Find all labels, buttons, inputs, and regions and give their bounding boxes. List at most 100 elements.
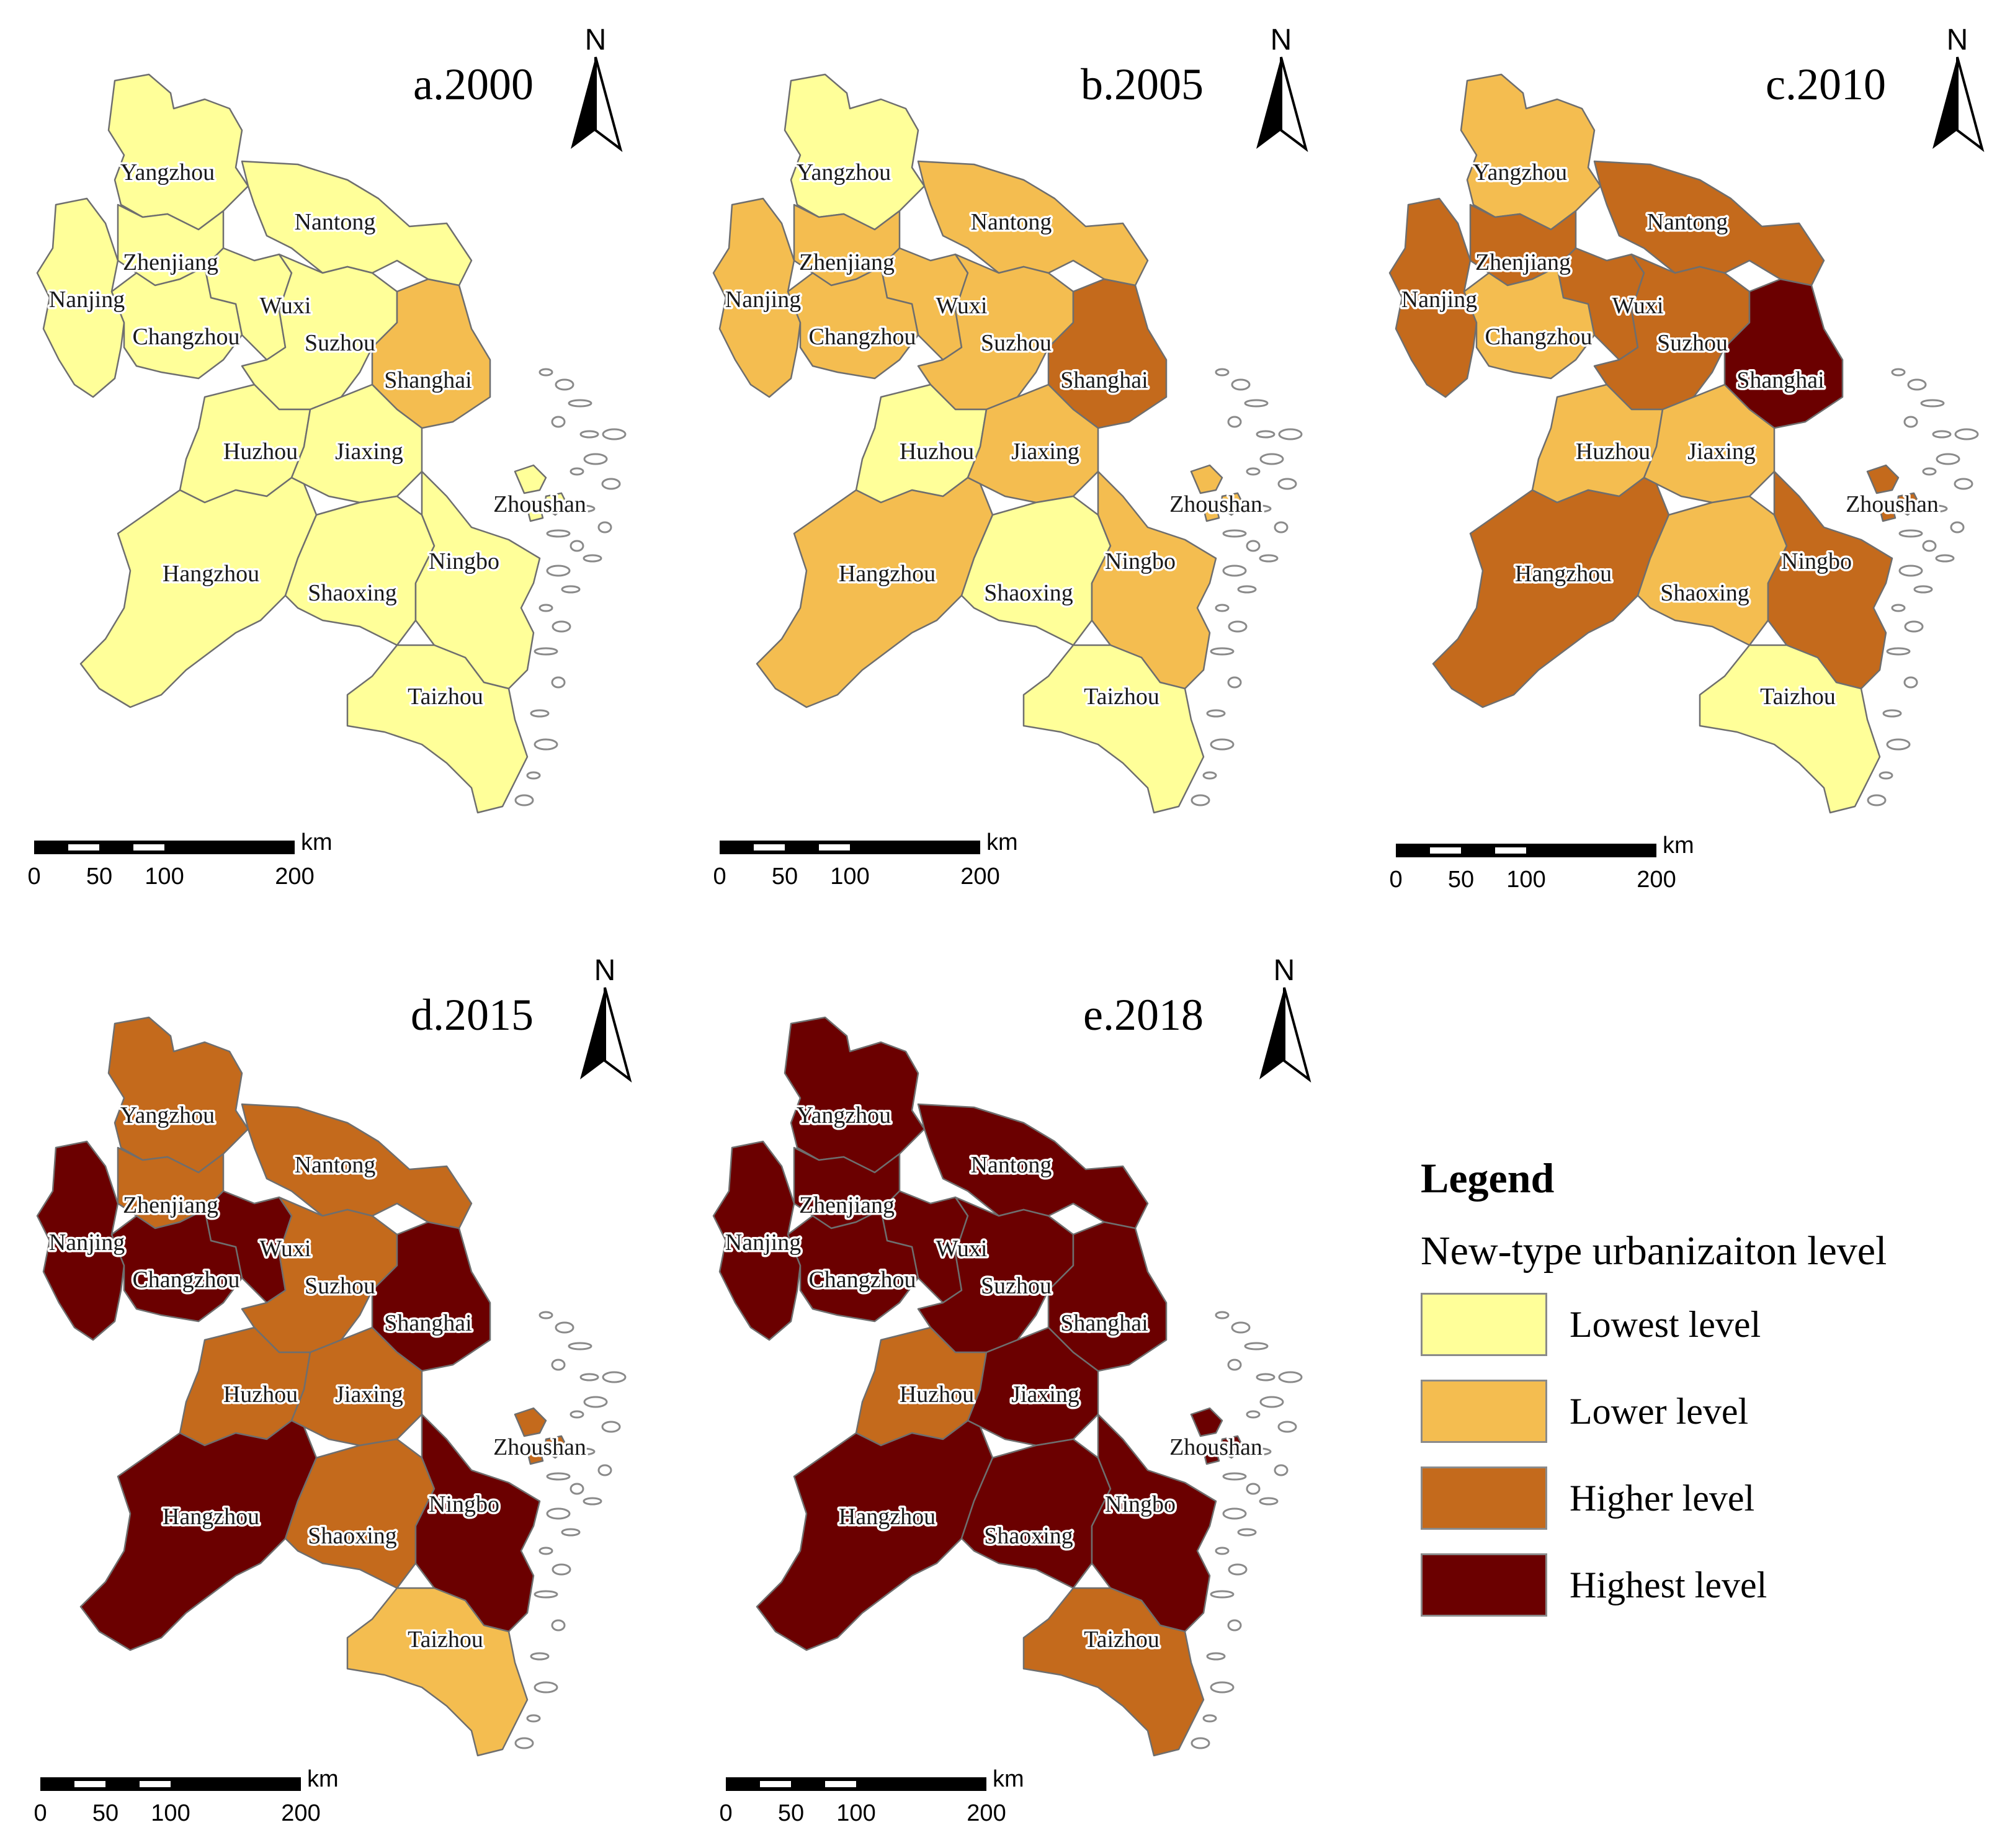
region-zhoushan [514, 1407, 569, 1465]
island [1210, 647, 1235, 656]
island [1231, 1321, 1251, 1334]
island [1237, 585, 1257, 594]
legend-item-higher: Higher level [1421, 1466, 1979, 1530]
city-label-huzhou: Huzhou [1576, 439, 1650, 465]
city-label-taizhou: Taizhou [1084, 684, 1159, 710]
north-label: N [1947, 24, 1968, 56]
island [583, 554, 602, 563]
island [1247, 1447, 1272, 1456]
region-yangzhou [1460, 73, 1602, 231]
island [530, 709, 550, 718]
city-label-yangzhou: Yangzhou [120, 159, 215, 185]
island [1278, 428, 1303, 440]
north-arrow-icon: N [1259, 954, 1311, 1083]
city-label-taizhou: Taizhou [408, 1627, 483, 1653]
north-arrow-left [580, 988, 605, 1079]
region-taizhou [1699, 644, 1881, 814]
island [1907, 378, 1927, 391]
island [1867, 794, 1887, 806]
scale-bar: km 0 50 100 200 [1389, 832, 1694, 893]
island [552, 1563, 571, 1576]
scale-tick-label: 200 [967, 1800, 1006, 1826]
region-nantong [241, 160, 473, 287]
north-arrow-right [1280, 56, 1308, 153]
island [1215, 368, 1230, 377]
island [1231, 378, 1251, 391]
island [1903, 416, 1918, 428]
city-label-nantong: Nantong [971, 1152, 1052, 1178]
region-nanjing [36, 1140, 125, 1341]
city-label-huzhou: Huzhou [900, 439, 974, 465]
city-label-jiaxing: Jiaxing [1011, 1382, 1079, 1408]
scale-unit: km [301, 829, 333, 855]
island [1898, 565, 1923, 577]
region-ningbo [1091, 1413, 1217, 1633]
region-shaoxing [1637, 495, 1788, 646]
region-ningbo [1091, 470, 1217, 690]
scale-bar-segment [1430, 847, 1461, 854]
island [1950, 521, 1965, 533]
scale-unit: km [986, 829, 1018, 855]
region-hangzhou [756, 1419, 994, 1651]
north-arrow-icon: N [571, 24, 623, 153]
island [583, 1396, 608, 1408]
island [546, 1507, 571, 1520]
island [1247, 504, 1272, 513]
island [1920, 399, 1945, 408]
city-label-suzhou: Suzhou [1657, 330, 1728, 356]
island [1206, 709, 1226, 718]
island [1227, 676, 1242, 689]
city-label-shaoxing: Shaoxing [308, 580, 397, 606]
north-arrow-left [571, 57, 596, 149]
region-shanghai [371, 278, 491, 429]
island [1246, 1410, 1261, 1419]
island [1227, 416, 1242, 428]
island [583, 1497, 602, 1506]
region-yangzhou [107, 73, 249, 231]
island [568, 1342, 592, 1350]
legend-label-lowest: Lowest level [1570, 1303, 1761, 1345]
island [1227, 1619, 1242, 1632]
island [551, 1359, 566, 1371]
island [579, 430, 599, 439]
north-arrow-right [594, 56, 623, 153]
island [1923, 504, 1948, 513]
island [1922, 540, 1937, 552]
island [1202, 771, 1217, 780]
legend-swatch-higher [1421, 1466, 1547, 1530]
island [534, 738, 558, 751]
islands [1867, 368, 1979, 806]
city-label-shaoxing: Shaoxing [984, 1523, 1073, 1549]
city-label-ningbo: Ningbo [1105, 548, 1176, 574]
island [534, 647, 558, 656]
region-zhoushan [1866, 464, 1921, 522]
city-label-zhoushan: Zhoushan [493, 491, 586, 517]
island [1274, 1464, 1289, 1476]
island [1246, 467, 1261, 476]
island [570, 1410, 584, 1419]
islands [1191, 368, 1303, 806]
island [1191, 794, 1210, 806]
island [526, 771, 541, 780]
island [561, 585, 581, 594]
island [514, 1737, 534, 1749]
city-label-changzhou: Changzhou [1485, 324, 1592, 350]
island [1237, 1528, 1257, 1537]
region-hangzhou [1432, 476, 1670, 708]
city-label-taizhou: Taizhou [408, 684, 483, 710]
north-label: N [594, 954, 616, 987]
island [597, 521, 612, 533]
scale-tick-label: 0 [1389, 867, 1402, 893]
region-nanjing [712, 197, 802, 398]
scale-tick-label: 0 [719, 1800, 732, 1826]
region-yangzhou [107, 1016, 249, 1174]
island [552, 620, 571, 633]
city-label-hangzhou: Hangzhou [839, 561, 936, 587]
island [602, 1371, 627, 1383]
legend-swatch-lowest [1421, 1293, 1547, 1356]
city-label-wuxi: Wuxi [260, 293, 311, 319]
island [579, 1373, 599, 1382]
city-label-nanjing: Nanjing [725, 1230, 801, 1256]
island [1278, 1371, 1303, 1383]
island [1954, 428, 1979, 440]
